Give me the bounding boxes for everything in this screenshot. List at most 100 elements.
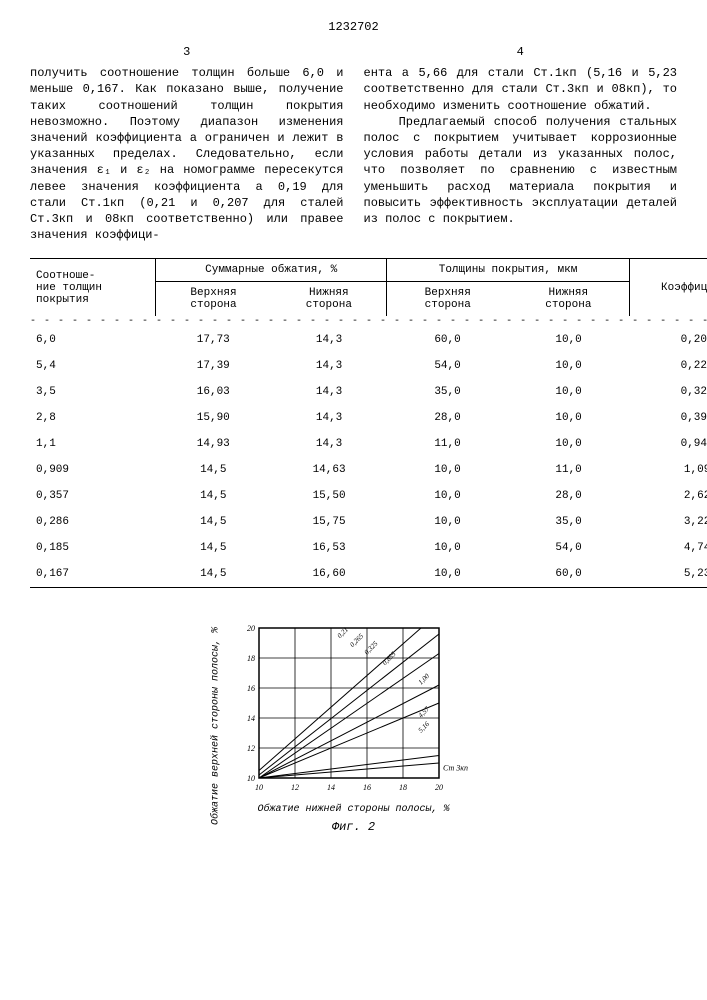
table-row: 5,417,3914,354,010,00,225	[30, 353, 707, 379]
table-cell: 17,39	[155, 353, 271, 379]
table-cell: 10,0	[508, 431, 629, 457]
table-cell: 14,3	[271, 379, 387, 405]
table-cell: 0,185	[30, 535, 155, 561]
table-cell: 35,0	[387, 379, 508, 405]
table-row: 0,18514,516,5310,054,04,74	[30, 535, 707, 561]
svg-text:12: 12	[291, 783, 299, 792]
svg-text:20: 20	[435, 783, 443, 792]
svg-text:16: 16	[247, 684, 255, 693]
table-cell: 14,3	[271, 405, 387, 431]
right-col-number: 4	[364, 44, 678, 60]
table-cell: 5,4	[30, 353, 155, 379]
table-cell: 14,3	[271, 353, 387, 379]
svg-text:0,325: 0,325	[362, 640, 379, 657]
th-t-upper: Верхняя сторона	[387, 282, 508, 317]
th-coeff: Коэффициент	[629, 259, 707, 317]
table-cell: 16,60	[271, 561, 387, 588]
table-cell: 10,0	[387, 483, 508, 509]
table-cell: 0,207	[629, 327, 707, 353]
table-cell: 54,0	[508, 535, 629, 561]
table-cell: 11,0	[508, 457, 629, 483]
table-cell: 1,09	[629, 457, 707, 483]
table-cell: 1,1	[30, 431, 155, 457]
svg-text:16: 16	[363, 783, 371, 792]
svg-text:12: 12	[247, 744, 255, 753]
table-row: 6,017,7314,360,010,00,207	[30, 327, 707, 353]
th-t-lower: Нижняя сторона	[508, 282, 629, 317]
svg-text:Ст 3кп: Ст 3кп	[443, 764, 468, 773]
table-cell: 10,0	[387, 457, 508, 483]
svg-text:10: 10	[247, 774, 255, 783]
table-cell: 14,5	[155, 561, 271, 588]
table-cell: 10,0	[508, 405, 629, 431]
left-col-number: 3	[30, 44, 344, 60]
text-columns: 3 получить соотношение толщин больше 6,0…	[30, 44, 677, 243]
table-cell: 16,03	[155, 379, 271, 405]
table-cell: 2,62	[629, 483, 707, 509]
table-cell: 0,320	[629, 379, 707, 405]
table-cell: 14,3	[271, 431, 387, 457]
svg-text:20: 20	[247, 624, 255, 633]
svg-text:14: 14	[327, 783, 335, 792]
table-cell: 16,53	[271, 535, 387, 561]
table-cell: 10,0	[508, 327, 629, 353]
left-column: 3 получить соотношение толщин больше 6,0…	[30, 44, 344, 243]
table-cell: 15,90	[155, 405, 271, 431]
chart-container: Обжатие верхней стороны полосы, % 10 12 14…	[30, 618, 677, 834]
right-text-p2: Предлагаемый способ получения стальных п…	[364, 115, 678, 226]
table-cell: 14,3	[271, 327, 387, 353]
table-cell: 0,949	[629, 431, 707, 457]
svg-text:5,16: 5,16	[416, 720, 431, 735]
chart-x-label: Обжатие нижней стороны полосы, %	[234, 804, 474, 815]
table-cell: 14,5	[155, 457, 271, 483]
table-cell: 14,5	[155, 483, 271, 509]
svg-text:0,265: 0,265	[348, 632, 365, 649]
table-cell: 60,0	[387, 327, 508, 353]
table-cell: 10,0	[508, 379, 629, 405]
table-cell: 15,50	[271, 483, 387, 509]
th-c-lower: Нижняя сторона	[271, 282, 387, 317]
table-row: 0,16714,516,6010,060,05,23	[30, 561, 707, 588]
table-row: 0,35714,515,5010,028,02,62	[30, 483, 707, 509]
table-cell: 15,75	[271, 509, 387, 535]
table-cell: 10,0	[387, 535, 508, 561]
table-body: 6,017,7314,360,010,00,2075,417,3914,354,…	[30, 327, 707, 588]
figure-caption: Фиг. 2	[234, 820, 474, 834]
table-cell: 2,8	[30, 405, 155, 431]
table-cell: 0,225	[629, 353, 707, 379]
svg-text:14: 14	[247, 714, 255, 723]
right-text-p1: ента а 5,66 для стали Ст.1кп (5,16 и 5,2…	[364, 66, 678, 112]
th-ratio: Соотноше- ние толщин покрытия	[30, 259, 155, 317]
th-compress: Суммарные обжатия, %	[155, 259, 387, 282]
dash-separator: - - - - - - - - - - - - - - - - - - - - …	[30, 316, 707, 327]
table-cell: 10,0	[508, 353, 629, 379]
table-row: 2,815,9014,328,010,00,397	[30, 405, 707, 431]
table-cell: 60,0	[508, 561, 629, 588]
left-text: получить соотношение толщин больше 6,0 и…	[30, 66, 344, 242]
svg-text:10: 10	[255, 783, 263, 792]
chart-y-label: Обжатие верхней стороны полосы, %	[210, 627, 221, 825]
table-cell: 3,22	[629, 509, 707, 535]
table-cell: 6,0	[30, 327, 155, 353]
nomogram-chart: 1012141618201012141618200,210,2650,3250,…	[234, 618, 474, 798]
table-cell: 0,167	[30, 561, 155, 588]
table-row: 1,114,9314,311,010,00,949	[30, 431, 707, 457]
table-cell: 14,93	[155, 431, 271, 457]
table-cell: 14,5	[155, 509, 271, 535]
table-cell: 14,63	[271, 457, 387, 483]
th-thickness: Толщины покрытия, мкм	[387, 259, 629, 282]
svg-text:1,00: 1,00	[416, 672, 431, 687]
table-cell: 17,73	[155, 327, 271, 353]
table-cell: 3,5	[30, 379, 155, 405]
doc-number: 1232702	[30, 20, 677, 34]
th-c-upper: Верхняя сторона	[155, 282, 271, 317]
table-row: 3,516,0314,335,010,00,320	[30, 379, 707, 405]
data-table: Соотноше- ние толщин покрытия Суммарные …	[30, 258, 707, 588]
table-cell: 0,286	[30, 509, 155, 535]
table-row: 0,90914,514,6310,011,01,09	[30, 457, 707, 483]
table-cell: 0,397	[629, 405, 707, 431]
table-cell: 5,23	[629, 561, 707, 588]
table-cell: 35,0	[508, 509, 629, 535]
table-cell: 4,74	[629, 535, 707, 561]
table-cell: 28,0	[387, 405, 508, 431]
